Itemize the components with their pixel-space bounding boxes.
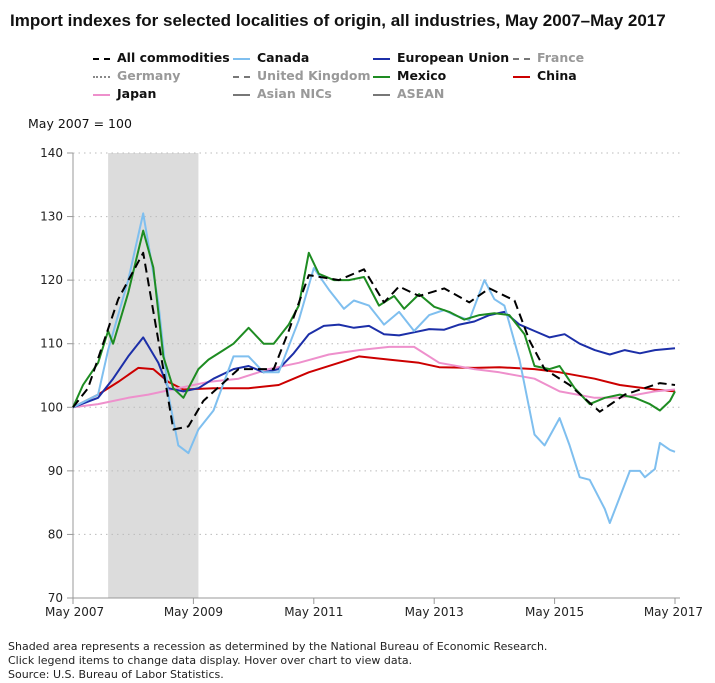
note-instructions: Click legend items to change data displa… [8, 654, 413, 667]
legend-swatch [93, 75, 110, 78]
legend-label: Mexico [397, 68, 447, 83]
legend-item-united-kingdom[interactable]: United Kingdom [233, 68, 370, 83]
legend-label: United Kingdom [257, 68, 371, 83]
chart-title: Import indexes for selected localities o… [10, 11, 666, 30]
legend-swatch [373, 75, 390, 78]
x-tick-label: May 2017 [644, 605, 703, 619]
series-line-all-commodities[interactable] [72, 251, 676, 431]
legend-item-canada[interactable]: Canada [233, 50, 309, 65]
x-tick-label: May 2007 [45, 605, 104, 619]
y-tick-label: 110 [40, 337, 63, 351]
legend-swatch [513, 57, 530, 60]
legend-swatch [233, 57, 250, 60]
legend-swatch [233, 75, 250, 78]
note-recession: Shaded area represents a recession as de… [8, 640, 548, 653]
legend-item-asian-nics[interactable]: Asian NICs [233, 86, 332, 101]
legend-item-all-commodities[interactable]: All commodities [93, 50, 230, 65]
legend-label: France [537, 50, 585, 65]
x-tick-label: May 2015 [525, 605, 584, 619]
legend-swatch [93, 57, 110, 60]
legend-item-european-union[interactable]: European Union [373, 50, 509, 65]
legend-item-china[interactable]: China [513, 68, 577, 83]
y-axis-unit-label: May 2007 = 100 [28, 116, 132, 131]
y-tick-label: 80 [48, 527, 63, 541]
x-tick-label: May 2013 [405, 605, 464, 619]
legend-label: All commodities [117, 50, 230, 65]
legend-swatch [233, 93, 250, 96]
plot-area[interactable]: 70 80 90 100 110 120 130 140 May 2007 May 2009 May… [0, 0, 715, 640]
legend-swatch [93, 93, 110, 96]
legend-item-mexico[interactable]: Mexico [373, 68, 446, 83]
y-tick-label: 140 [40, 146, 63, 160]
recession-shading [108, 153, 199, 598]
legend-swatch [513, 75, 530, 78]
legend-label: European Union [397, 50, 510, 65]
series-line-canada[interactable] [72, 212, 676, 524]
legend-item-france[interactable]: France [513, 50, 584, 65]
y-tick-label: 120 [40, 273, 63, 287]
y-tick-label: 70 [48, 591, 63, 605]
series-line-japan[interactable] [72, 345, 676, 409]
y-tick-label: 100 [40, 400, 63, 414]
x-tick-label: May 2009 [164, 605, 223, 619]
legend-item-asean[interactable]: ASEAN [373, 86, 444, 101]
y-tick-label: 130 [40, 210, 63, 224]
legend-swatch [373, 57, 390, 60]
legend-item-japan[interactable]: Japan [93, 86, 156, 101]
x-tick-label: May 2011 [284, 605, 343, 619]
legend-label: Canada [257, 50, 310, 65]
legend-label: Asian NICs [257, 86, 332, 101]
legend-swatch [373, 93, 390, 96]
legend-item-germany[interactable]: Germany [93, 68, 180, 83]
y-tick-label: 90 [48, 464, 63, 478]
legend-label: China [537, 68, 577, 83]
note-source: Source: U.S. Bureau of Labor Statistics. [8, 668, 224, 681]
legend-label: ASEAN [397, 86, 445, 101]
legend-label: Germany [117, 68, 181, 83]
legend-label: Japan [117, 86, 157, 101]
footnotes: Shaded area represents a recession as de… [8, 640, 547, 682]
